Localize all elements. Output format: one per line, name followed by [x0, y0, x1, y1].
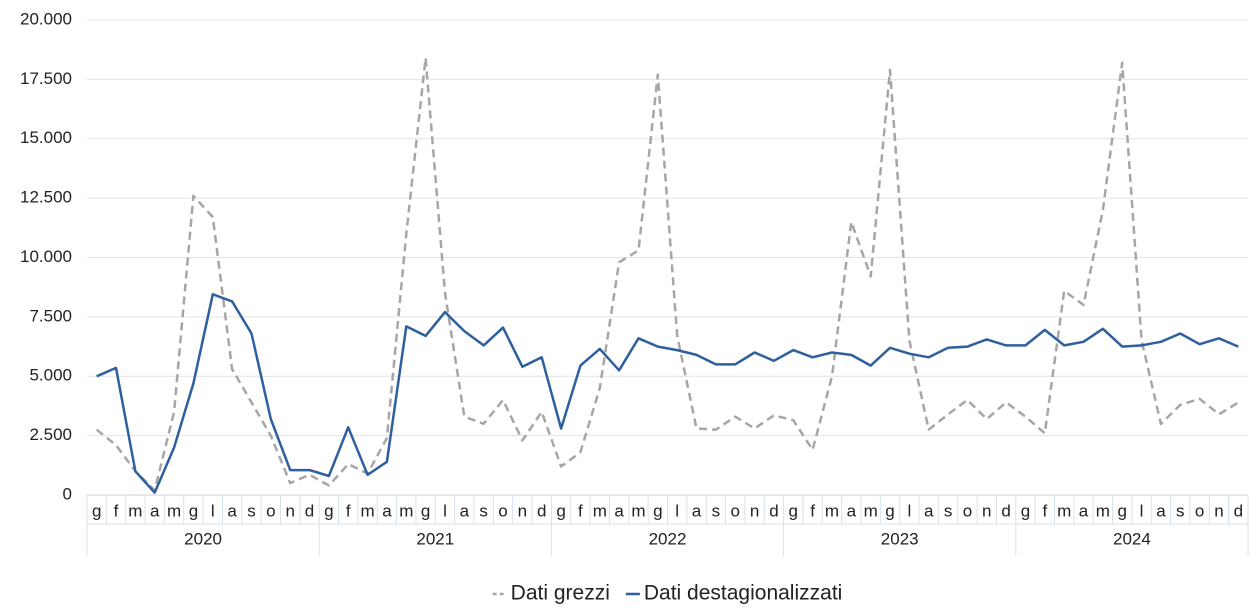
- x-tick-label: n: [1214, 501, 1223, 520]
- x-tick-label: f: [810, 501, 815, 520]
- x-tick-label: o: [1195, 501, 1204, 520]
- x-tick-label: a: [460, 501, 470, 520]
- year-label: 2020: [184, 529, 222, 548]
- y-tick-label: 12.500: [20, 188, 72, 207]
- x-tick-label: m: [128, 501, 142, 520]
- x-tick-label: f: [346, 501, 351, 520]
- x-tick-label: a: [1156, 501, 1166, 520]
- y-tick-label: 17.500: [20, 69, 72, 88]
- x-tick-label: n: [982, 501, 991, 520]
- year-label: 2021: [416, 529, 454, 548]
- y-tick-label: 10.000: [20, 247, 72, 266]
- x-tick-label: m: [825, 501, 839, 520]
- x-tick-label: m: [593, 501, 607, 520]
- x-tick-label: s: [1176, 501, 1185, 520]
- x-tick-label: d: [537, 501, 546, 520]
- legend: Dati grezzi Dati destagionalizzati: [492, 582, 842, 605]
- y-tick-label: 5.000: [29, 366, 72, 385]
- x-tick-label: g: [556, 501, 565, 520]
- x-tick-label: a: [924, 501, 934, 520]
- legend-label: Dati grezzi: [511, 582, 610, 605]
- x-tick-label: d: [1001, 501, 1010, 520]
- x-tick-label: n: [285, 501, 294, 520]
- x-tick-label: g: [1117, 501, 1126, 520]
- x-tick-label: a: [150, 501, 160, 520]
- x-tick-label: f: [114, 501, 119, 520]
- y-tick-label: 2.500: [29, 425, 72, 444]
- x-tick-label: f: [1042, 501, 1047, 520]
- x-tick-label: m: [360, 501, 374, 520]
- x-tick-label: m: [1057, 501, 1071, 520]
- x-tick-label: n: [750, 501, 759, 520]
- year-label: 2023: [881, 529, 919, 548]
- x-tick-label: d: [769, 501, 778, 520]
- x-tick-label: a: [227, 501, 237, 520]
- x-tick-label: s: [479, 501, 488, 520]
- y-tick-label: 7.500: [29, 306, 72, 325]
- x-tick-label: l: [443, 501, 447, 520]
- y-tick-label: 15.000: [20, 128, 72, 147]
- x-tick-label: g: [885, 501, 894, 520]
- x-tick-label: g: [1021, 501, 1030, 520]
- x-tick-label: l: [211, 501, 215, 520]
- x-tick-label: a: [614, 501, 624, 520]
- x-tick-label: g: [653, 501, 662, 520]
- legend-label: Dati destagionalizzati: [644, 582, 842, 605]
- x-tick-label: o: [963, 501, 972, 520]
- data-line: [96, 293, 1239, 494]
- x-tick-label: l: [907, 501, 911, 520]
- y-tick-label: 20.000: [20, 9, 72, 28]
- x-tick-label: g: [92, 501, 101, 520]
- x-tick-label: a: [847, 501, 857, 520]
- x-tick-label: m: [1096, 501, 1110, 520]
- x-tick-label: m: [864, 501, 878, 520]
- x-tick-label: o: [730, 501, 739, 520]
- x-tick-label: o: [266, 501, 275, 520]
- x-tick-label: m: [631, 501, 645, 520]
- x-tick-label: g: [789, 501, 798, 520]
- x-tick-label: n: [518, 501, 527, 520]
- x-tick-label: o: [498, 501, 507, 520]
- x-tick-label: a: [382, 501, 392, 520]
- x-tick-label: m: [167, 501, 181, 520]
- y-tick-label: 0: [63, 484, 72, 503]
- x-tick-label: m: [399, 501, 413, 520]
- x-tick-label: g: [189, 501, 198, 520]
- x-tick-label: g: [324, 501, 333, 520]
- x-tick-label: a: [1079, 501, 1089, 520]
- x-tick-label: s: [712, 501, 721, 520]
- x-tick-label: d: [1234, 501, 1243, 520]
- x-tick-label: l: [675, 501, 679, 520]
- x-tick-label: s: [944, 501, 953, 520]
- year-label: 2024: [1113, 529, 1151, 548]
- x-tick-label: d: [305, 501, 314, 520]
- x-tick-label: g: [421, 501, 430, 520]
- year-label: 2022: [649, 529, 687, 548]
- x-tick-label: l: [1140, 501, 1144, 520]
- x-tick-label: a: [692, 501, 702, 520]
- x-tick-label: f: [578, 501, 583, 520]
- data-line: [95, 56, 1239, 492]
- x-tick-label: s: [247, 501, 256, 520]
